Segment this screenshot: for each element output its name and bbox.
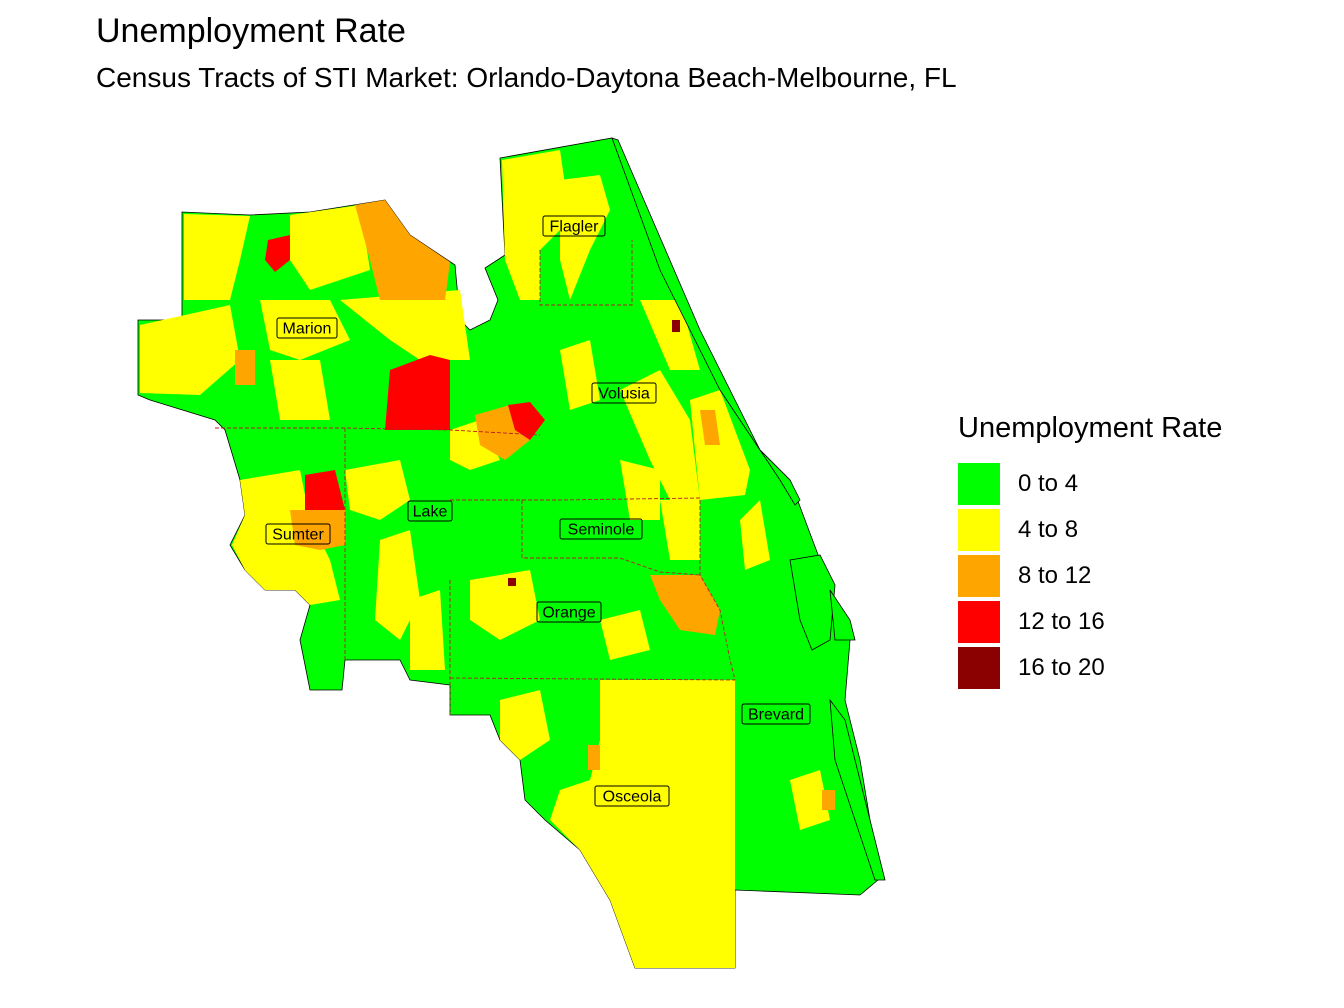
coastal-islands: [611, 137, 886, 881]
legend-swatch: [958, 555, 1000, 597]
county-label-marion: Marion: [276, 317, 338, 339]
county-label-brevard: Brevard: [741, 703, 811, 725]
legend-label: 16 to 20: [1018, 654, 1105, 681]
county-label-flagler: Flagler: [542, 215, 606, 237]
tract-yellow-lake-c: [375, 530, 420, 640]
county-label-sumter: Sumter: [265, 523, 331, 545]
tract-yellow-osceola: [550, 680, 735, 968]
tract-yellow-marion-nw: [184, 214, 250, 300]
border-flagler: [539, 240, 633, 306]
merritt-island: [789, 554, 836, 651]
tract-yellow-orange-c: [470, 570, 540, 640]
county-label-lake: Lake: [407, 500, 453, 522]
legend: Unemployment Rate 0 to 4 4 to 8 8 to 12 …: [958, 412, 1222, 691]
county-label-text: Orange: [542, 605, 595, 622]
tract-yellow-marion-c: [260, 300, 350, 360]
tract-orange-volusia-e: [700, 410, 720, 445]
border-lake-volusia: [450, 497, 701, 501]
county-label-volusia: Volusia: [591, 382, 657, 404]
border-brevard-west: [699, 500, 736, 681]
border-orange-osceola: [449, 677, 736, 681]
tract-yellow-flagler: [502, 150, 570, 300]
legend-item: 0 to 4: [958, 461, 1222, 507]
tract-yellow-marion-e: [340, 290, 470, 360]
county-label-text: Osceola: [603, 789, 662, 806]
tract-yellow-sumter-s: [245, 545, 290, 590]
barrier-island: [611, 137, 801, 506]
legend-label: 4 to 8: [1018, 516, 1079, 543]
tract-red-sumter: [305, 470, 345, 510]
county-label-seminole: Seminole: [559, 518, 643, 540]
map-title: Unemployment Rate: [96, 12, 406, 50]
county-label-text: Flagler: [550, 219, 600, 236]
legend-item: 8 to 12: [958, 553, 1222, 599]
legend-item: 4 to 8: [958, 507, 1222, 553]
county-borders: [215, 240, 736, 715]
legend-label: 8 to 12: [1018, 562, 1092, 589]
tract-yellow-lake-n: [450, 420, 500, 470]
tract-orange-sumter: [290, 510, 345, 550]
legend-swatch: [958, 601, 1000, 643]
county-label-orange: Orange: [536, 601, 602, 623]
tract-orange-marion-w: [235, 350, 255, 385]
county-label-osceola: Osceola: [594, 785, 670, 807]
tract-yellow-seminole: [620, 460, 660, 520]
border-marion-south: [215, 427, 541, 436]
county-label-text: Volusia: [598, 386, 650, 403]
tract-yellow-marion-w: [140, 305, 240, 395]
legend-title: Unemployment Rate: [958, 412, 1223, 444]
legend-swatch: [958, 647, 1000, 689]
tract-orange-brevard: [822, 790, 835, 810]
legend-swatch: [958, 509, 1000, 551]
legend-label: 12 to 16: [1018, 608, 1105, 635]
county-label-text: Seminole: [568, 522, 635, 539]
county-label-text: Brevard: [748, 707, 804, 724]
county-label-text: Marion: [283, 321, 332, 338]
legend-item: 16 to 20: [958, 645, 1222, 691]
legend-swatch: [958, 463, 1000, 505]
tract-orange-orange-e: [650, 575, 720, 635]
tract-orange-marion-ne: [355, 200, 450, 300]
southern-barrier: [829, 698, 886, 881]
tract-yellow-orange-se: [600, 610, 650, 660]
tract-red-lake-ne: [508, 402, 545, 440]
tract-yellow-brevard-s: [790, 770, 830, 830]
tract-orange-osceola: [588, 745, 600, 770]
tract-red-marion-nw: [265, 235, 290, 272]
tract-yellow-marion-s: [270, 360, 330, 420]
county-labels: Flagler Marion Volusia Lake Sumter Semin…: [265, 215, 811, 807]
tract-yellow-volusia-w: [560, 340, 600, 410]
tract-yellow-orange-e: [660, 500, 700, 560]
tract-yellow-marion-ne: [290, 205, 370, 290]
canaveral: [829, 589, 856, 641]
tract-yellow-osceola-w: [500, 690, 550, 760]
county-label-text: Sumter: [272, 527, 324, 544]
map-subtitle: Census Tracts of STI Market: Orlando-Day…: [96, 62, 957, 93]
tract-yellow-brevard-w: [740, 500, 770, 570]
tract-yellow-flagler-east: [560, 175, 610, 300]
tract-yellow-lake-w: [345, 460, 410, 520]
tract-yellow-lake-s: [410, 590, 445, 670]
legend-label: 0 to 4: [1018, 470, 1079, 497]
legend-item: 12 to 16: [958, 599, 1222, 645]
tract-darkred-orange: [508, 578, 516, 586]
tract-red-marion-c: [385, 355, 450, 430]
tract-darkred-volusia: [672, 320, 680, 332]
border-seminole: [521, 500, 701, 576]
county-label-text: Lake: [413, 504, 448, 521]
